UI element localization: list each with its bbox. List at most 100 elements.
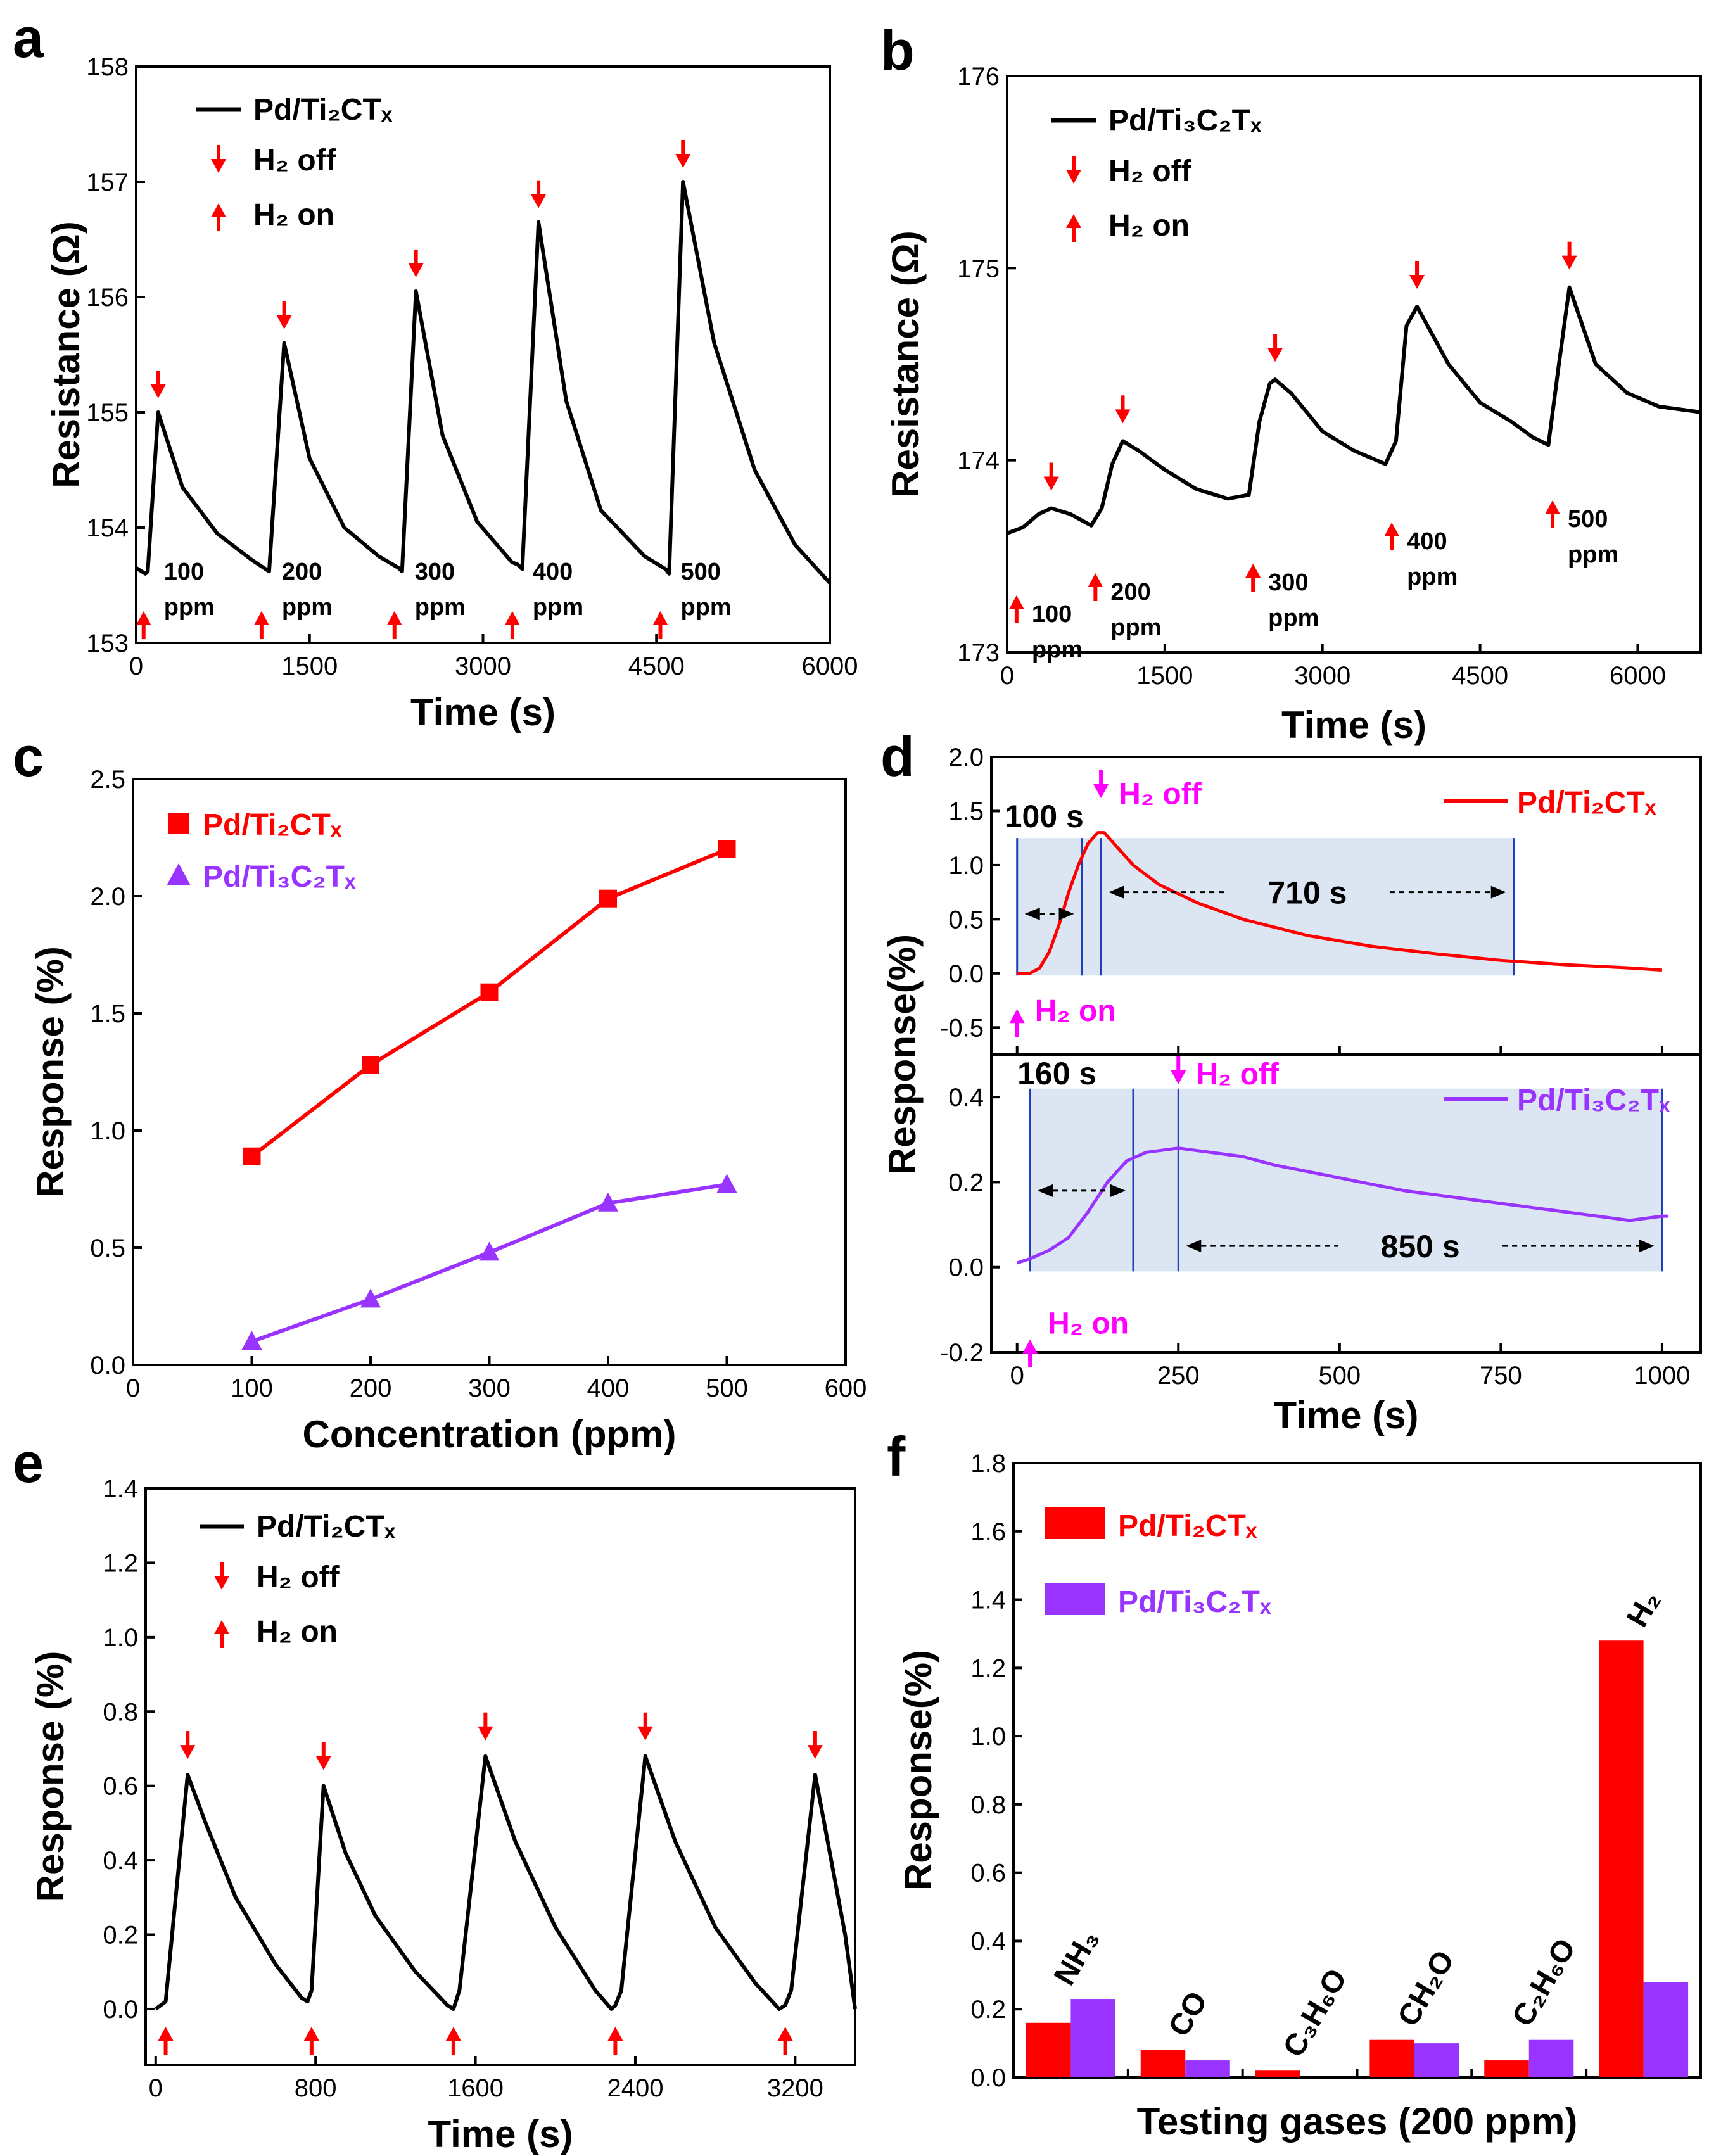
legend-series-label: Pd/Ti₃C₂Tₓ (1109, 104, 1262, 137)
y-tick-label: 175 (957, 255, 1000, 282)
y-tick-label: 1.0 (103, 1624, 138, 1652)
plot-frame (135, 65, 831, 644)
h2-on-label: H₂ on (1048, 1307, 1129, 1340)
h2-off-marker-head (1409, 275, 1425, 289)
y-tick-label: 153 (86, 630, 129, 657)
series-line (1017, 831, 1663, 975)
h2-on-marker-head (386, 611, 402, 625)
data-point-square (718, 840, 736, 858)
span-arrowhead (1058, 907, 1074, 920)
series-line (251, 1183, 727, 1343)
panel-letter: d (880, 725, 915, 788)
recovery-time-label: 710 s (1267, 875, 1347, 911)
y-tick-label: 158 (86, 53, 129, 81)
y-axis-title: Resistance (Ω) (884, 231, 927, 498)
y-tick-label: 1.4 (103, 1475, 138, 1503)
y-tick-label: 0.8 (970, 1791, 1006, 1819)
y-tick-label: 0.5 (90, 1234, 125, 1262)
x-tick-label: 0 (1000, 662, 1014, 690)
h2-off-label: H₂ off (1196, 1058, 1280, 1091)
legend-off-arrow-head (1066, 170, 1081, 184)
h2-on-label: H₂ on (1035, 994, 1116, 1028)
h2-on-marker-head (253, 611, 269, 625)
legend-label: Pd/Ti₂CTₓ (1118, 1509, 1257, 1543)
h2-off-marker-head (1093, 783, 1109, 798)
response-time-label: 100 s (1005, 799, 1084, 834)
y-axis-title: Response (%) (29, 946, 72, 1198)
x-tick-label: 0 (1010, 1362, 1024, 1390)
concentration-label: 200 (1110, 579, 1150, 606)
span-arrowhead (1110, 1184, 1126, 1197)
category-label: NH₃ (1048, 1924, 1106, 1991)
y-tick-label: 2.0 (90, 883, 125, 911)
h2-on-marker-head (158, 2027, 174, 2041)
y-tick-label: 0.2 (103, 1922, 138, 1950)
x-tick-label: 750 (1480, 1362, 1522, 1390)
x-tick-label: 1000 (1634, 1362, 1690, 1390)
y-tick-label: 0.4 (948, 1084, 984, 1112)
bar-CHO-s0 (1255, 2070, 1300, 2077)
concentration-unit: ppm (1568, 542, 1618, 568)
h2-off-marker-head (1171, 1070, 1186, 1084)
h2-off-marker-head (1267, 348, 1283, 362)
concentration-label: 100 (1032, 601, 1072, 628)
span-arrowhead (1038, 1184, 1053, 1197)
data-point-square (480, 983, 499, 1001)
concentration-label: 300 (1268, 569, 1308, 596)
legend-off-label: H₂ off (1109, 155, 1192, 188)
h2-on-marker-head (136, 611, 151, 625)
axes-d_top: -0.5 0.0 0.5 1.0 1.5 2.0 d 100 s 710 s H₂ on H₂ of… (880, 725, 1702, 1056)
legend-marker-square (168, 813, 189, 834)
x-tick-label: 6000 (802, 652, 858, 680)
y-tick-label: 0.0 (970, 2064, 1006, 2092)
legend-off-arrow-head (214, 1576, 229, 1590)
legend-on-arrow-head (1066, 214, 1081, 228)
category-label: C₂H₆O (1506, 1933, 1582, 2032)
x-axis-title: Time (s) (410, 691, 556, 733)
legend-series-label: Pd/Ti₂CTₓ (253, 93, 393, 127)
concentration-label: 500 (1568, 506, 1608, 533)
legend-swatch (1045, 1583, 1105, 1615)
x-tick-label: 1500 (1136, 662, 1193, 690)
bar-CHO-s1 (1414, 2043, 1459, 2077)
plot-frame (1006, 75, 1702, 654)
x-tick-label: 100 (231, 1374, 273, 1402)
legend-off-label: H₂ off (253, 144, 337, 177)
axes-e: 0.0 0.2 0.4 0.6 0.8 1.0 1.2 1.4 0 800 1600 2400 3200… (13, 1431, 857, 2155)
y-axis-title: Resistance (Ω) (45, 221, 87, 488)
h2-on-marker-head (303, 2027, 319, 2041)
h2-on-marker-head (1088, 573, 1103, 587)
series-line (1006, 285, 1701, 535)
series-line (1016, 1146, 1669, 1265)
h2-off-marker-head (276, 315, 292, 329)
concentration-unit: ppm (415, 594, 466, 621)
y-tick-label: 156 (86, 284, 129, 312)
data-point-triangle (241, 1331, 262, 1350)
span-arrowhead (1639, 1240, 1655, 1253)
y-tick-label: 2.0 (948, 744, 984, 771)
panel-letter: e (13, 1431, 44, 1494)
h2-off-marker-head (150, 384, 166, 398)
concentration-label: 500 (681, 559, 721, 585)
concentration-unit: ppm (164, 594, 215, 621)
series-line (154, 1754, 857, 2011)
x-tick-label: 400 (587, 1374, 630, 1402)
concentration-label: 200 (282, 559, 322, 585)
y-tick-label: 0.4 (970, 1927, 1006, 1955)
h2-on-marker-head (1384, 523, 1400, 536)
h2-off-marker-head (1043, 476, 1059, 491)
x-tick-label: 500 (706, 1374, 748, 1402)
h2-on-marker-head (607, 2027, 623, 2041)
y-tick-label: 2.5 (90, 766, 125, 794)
y-tick-label: 1.2 (103, 1549, 138, 1577)
category-label: C₃H₆O (1277, 1963, 1354, 2063)
y-tick-label: 174 (957, 447, 1000, 475)
h2-off-marker-head (675, 154, 691, 168)
legend-on-label: H₂ on (253, 198, 334, 232)
y-tick-label: 1.2 (970, 1654, 1006, 1682)
y-tick-label: 1.0 (970, 1723, 1006, 1751)
category-label: H₂ (1620, 1585, 1667, 1633)
concentration-unit: ppm (1268, 605, 1319, 631)
concentration-label: 400 (533, 559, 573, 585)
axes-a: 153 154 155 156 157 158 0 1500 3000 4500 6000 a 100 p… (13, 6, 858, 733)
